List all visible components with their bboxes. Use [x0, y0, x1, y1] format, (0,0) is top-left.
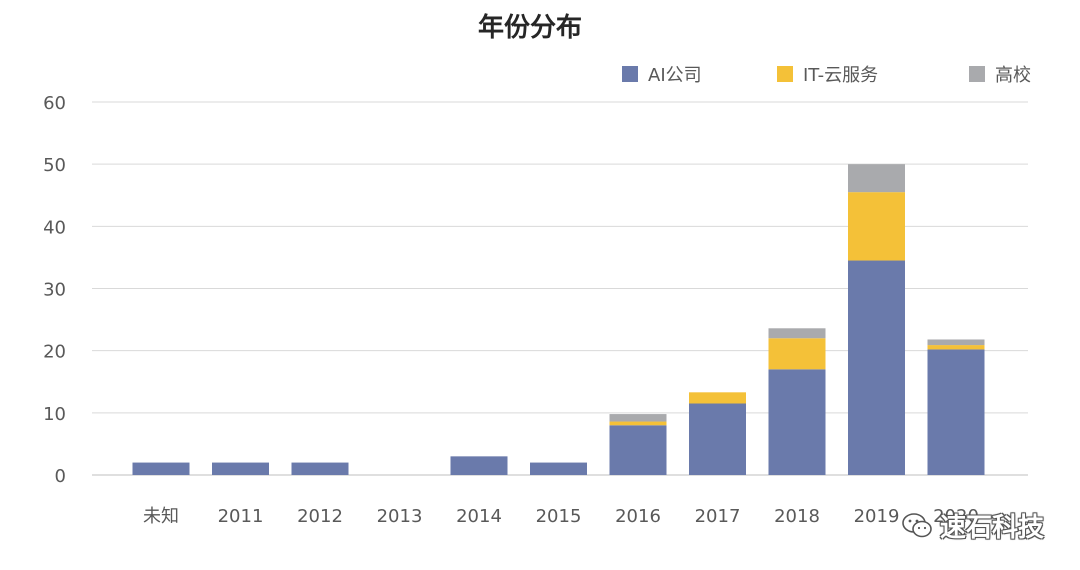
- x-tick-label: 未知: [143, 506, 179, 527]
- y-tick-label: 10: [43, 404, 66, 425]
- x-tick-label: 2013: [377, 506, 423, 527]
- x-axis-labels: 未知 2011 2012 2013 2014 2015 2016 2017 2018 2019 20…: [143, 506, 979, 527]
- y-tick-label: 0: [55, 466, 66, 487]
- bar-segment-series-2: [927, 339, 985, 346]
- legend: AI公司 IT-云服务 高校: [622, 65, 1031, 86]
- bar-segment-series-1: [609, 421, 667, 426]
- x-tick-label: 2018: [774, 506, 820, 527]
- x-tick-label: 2020: [933, 506, 979, 527]
- y-tick-label: 20: [43, 342, 66, 363]
- bar-segment-series-2: [768, 328, 826, 339]
- y-tick-label: 60: [43, 93, 66, 114]
- y-tick-label: 30: [43, 280, 66, 301]
- x-tick-label: 2015: [536, 506, 582, 527]
- y-tick-label: 40: [43, 217, 66, 238]
- legend-label-university: 高校: [995, 65, 1031, 86]
- legend-item-it-cloud: IT-云服务: [777, 65, 878, 86]
- y-tick-label: 50: [43, 155, 66, 176]
- x-tick-label: 2014: [456, 506, 502, 527]
- legend-swatch-it-cloud: [777, 66, 793, 82]
- grid: [92, 101, 1028, 476]
- x-tick-label: 2019: [854, 506, 900, 527]
- x-tick-label: 2017: [695, 506, 741, 527]
- bar-segment-series-0: [530, 462, 587, 475]
- bar-segment-series-0: [689, 403, 746, 475]
- legend-swatch-ai: [622, 66, 638, 82]
- legend-item-ai: AI公司: [622, 65, 702, 86]
- bar-segment-series-1: [768, 338, 826, 370]
- watermark: 速石科技: [900, 505, 1060, 545]
- x-tick-label: 2011: [218, 506, 264, 527]
- bar-segment-series-0: [609, 425, 667, 475]
- bar-segment-series-0: [848, 260, 905, 475]
- x-tick-label: 2012: [297, 506, 343, 527]
- y-axis-labels: 0 10 20 30 40 50 60: [43, 93, 66, 487]
- bar-segment-series-1: [689, 392, 746, 404]
- watermark-text: 速石科技: [940, 512, 1045, 543]
- bar-segment-series-0: [927, 349, 985, 475]
- legend-item-university: 高校: [969, 65, 1031, 86]
- bar-segment-series-0: [132, 462, 190, 475]
- x-tick-label: 2016: [615, 506, 661, 527]
- wechat-icon: [902, 513, 932, 538]
- bar-segment-series-0: [450, 456, 508, 475]
- bar-segment-series-0: [212, 462, 269, 475]
- bars: [132, 164, 985, 475]
- bar-segment-series-0: [768, 369, 826, 475]
- legend-swatch-university: [969, 66, 985, 82]
- bar-segment-series-1: [927, 345, 985, 350]
- bar-segment-series-2: [848, 164, 905, 193]
- bar-segment-series-0: [291, 462, 349, 475]
- chart-title: 年份分布: [478, 12, 582, 43]
- bar-segment-series-2: [609, 414, 667, 422]
- legend-label-ai: AI公司: [648, 65, 702, 86]
- legend-label-it-cloud: IT-云服务: [803, 65, 878, 86]
- bar-segment-series-1: [848, 192, 905, 261]
